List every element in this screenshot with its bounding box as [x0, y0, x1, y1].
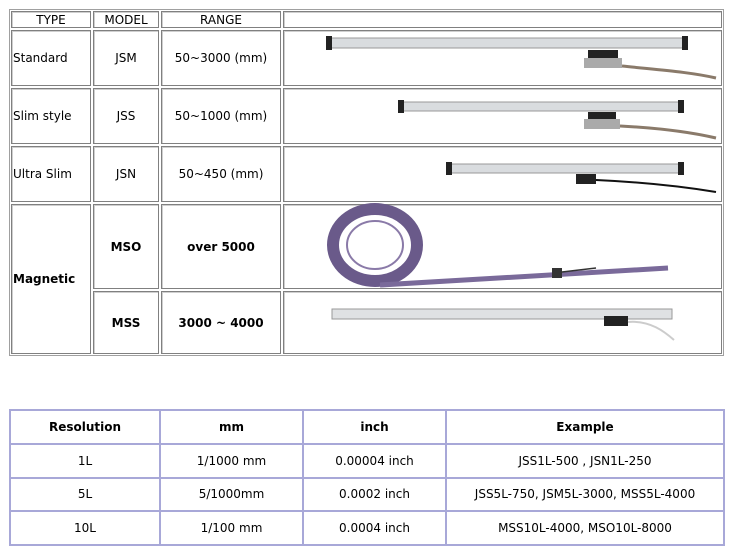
model-cell: MSO — [93, 204, 159, 289]
jss-scale — [398, 100, 717, 140]
jsn-scale — [446, 162, 717, 193]
header-cell: Resolution — [10, 410, 160, 444]
model-cell: MSS — [93, 291, 159, 354]
range-cell: 50~3000 (mm) — [161, 30, 281, 86]
header-cell: RANGE — [161, 11, 281, 28]
table-cell: 0.00004 inch — [303, 444, 446, 478]
range-cell: 3000 ~ 4000 — [161, 291, 281, 354]
table-cell: 0.0004 inch — [303, 511, 446, 545]
type-cell: Standard — [11, 30, 91, 86]
header-cell: Example — [446, 410, 724, 444]
table-cell: 0.0002 inch — [303, 477, 446, 511]
model-cell: JSM — [93, 30, 159, 86]
header-cell: MODEL — [93, 11, 159, 28]
model-cell: JSN — [93, 146, 159, 202]
type-cell: Ultra Slim — [11, 146, 91, 202]
type-cell: Magnetic — [11, 204, 91, 354]
type-cell: Slim style — [11, 88, 91, 144]
range-cell: over 5000 — [161, 204, 281, 289]
mss-scale — [331, 308, 675, 341]
table-cell: JSS5L-750, JSM5L-3000, MSS5L-4000 — [446, 477, 724, 511]
table-cell: 1/1000 mm — [160, 444, 303, 478]
image-cell — [283, 30, 722, 86]
table-cell: MSS10L-4000, MSO10L-8000 — [446, 511, 724, 545]
header-cell: TYPE — [11, 11, 91, 28]
range-cell: 50~450 (mm) — [161, 146, 281, 202]
table-cell: 10L — [10, 511, 160, 545]
header-cell: mm — [160, 410, 303, 444]
table-cell: 1/100 mm — [160, 511, 303, 545]
jsm-scale — [326, 36, 717, 80]
spec-table-frame — [9, 9, 724, 356]
header-cell: inch — [303, 410, 446, 444]
image-cell — [283, 291, 722, 354]
table-cell: 5L — [10, 477, 160, 511]
resolution-table-frame — [9, 409, 725, 546]
table-cell: 1L — [10, 444, 160, 478]
table-cell: 5/1000mm — [160, 477, 303, 511]
image-cell — [283, 146, 722, 202]
mso-tape — [327, 203, 669, 288]
model-cell: JSS — [93, 88, 159, 144]
header-cell — [283, 11, 722, 28]
table-cell: JSS1L-500 , JSN1L-250 — [446, 444, 724, 478]
range-cell: 50~1000 (mm) — [161, 88, 281, 144]
image-cell — [283, 204, 722, 289]
image-cell — [283, 88, 722, 144]
